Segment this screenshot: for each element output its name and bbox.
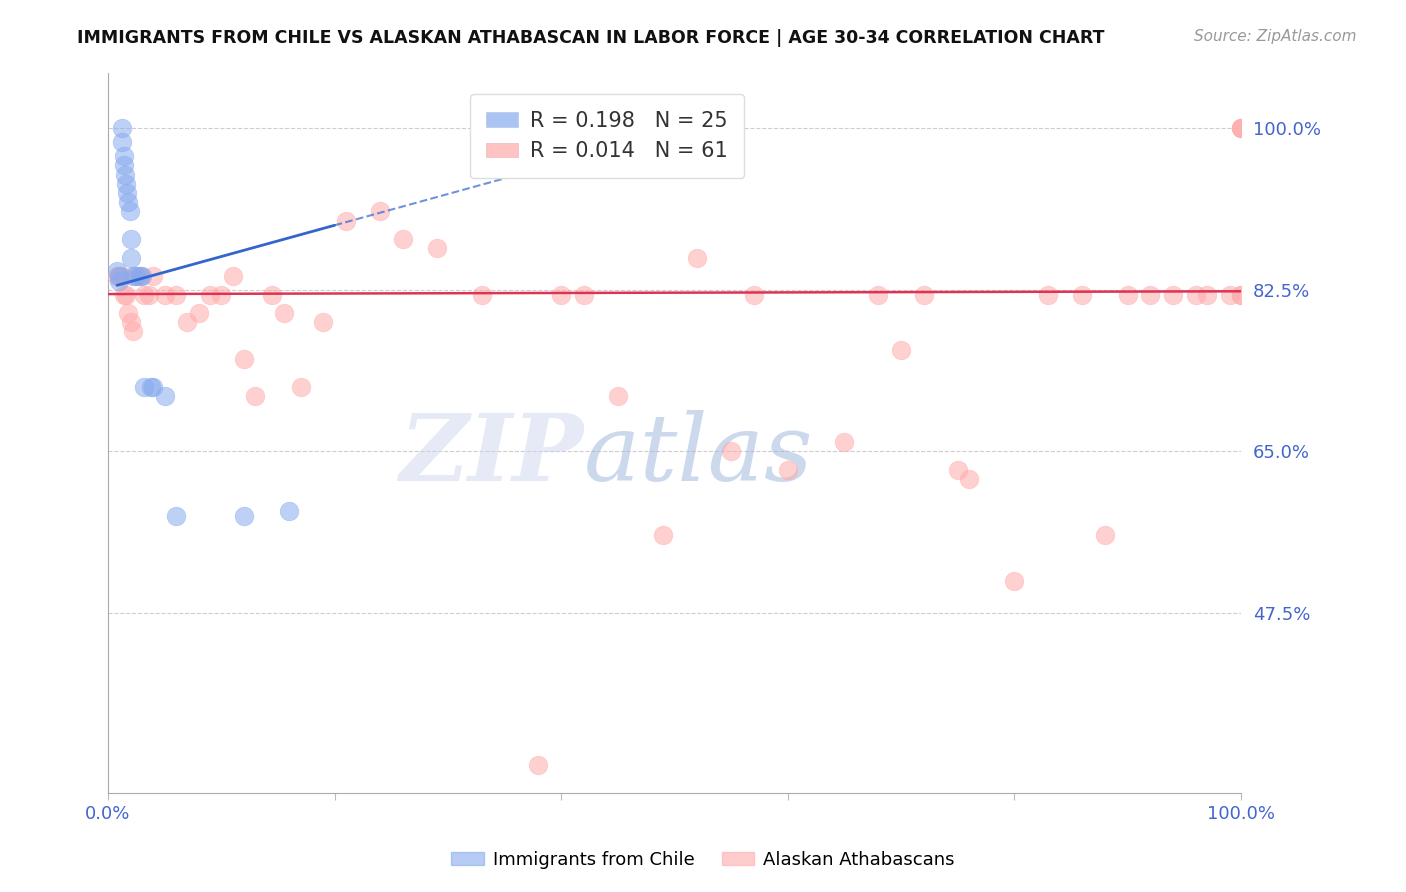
Text: atlas: atlas	[583, 409, 813, 500]
Point	[105, 268, 128, 283]
Point	[1230, 121, 1253, 136]
Point	[1071, 287, 1094, 301]
Text: Source: ZipAtlas.com: Source: ZipAtlas.com	[1194, 29, 1357, 44]
Point	[912, 287, 935, 301]
Point	[108, 274, 131, 288]
Point	[527, 758, 550, 772]
Point	[110, 121, 132, 136]
Point	[1219, 287, 1241, 301]
Point	[720, 444, 742, 458]
Point	[946, 463, 969, 477]
Legend: R = 0.198   N = 25, R = 0.014   N = 61: R = 0.198 N = 25, R = 0.014 N = 61	[470, 95, 744, 178]
Point	[606, 389, 628, 403]
Point	[122, 268, 145, 283]
Point	[112, 158, 135, 172]
Point	[198, 287, 221, 301]
Point	[1230, 121, 1253, 136]
Point	[110, 268, 132, 283]
Point	[187, 306, 209, 320]
Point	[128, 268, 150, 283]
Point	[1230, 121, 1253, 136]
Text: ZIP: ZIP	[399, 409, 583, 500]
Point	[1195, 287, 1218, 301]
Point	[139, 380, 162, 394]
Point	[112, 149, 135, 163]
Text: IMMIGRANTS FROM CHILE VS ALASKAN ATHABASCAN IN LABOR FORCE | AGE 30-34 CORRELATI: IMMIGRANTS FROM CHILE VS ALASKAN ATHABAS…	[77, 29, 1105, 46]
Point	[425, 241, 447, 255]
Point	[118, 204, 141, 219]
Point	[232, 509, 254, 524]
Point	[550, 287, 572, 301]
Point	[686, 251, 709, 265]
Legend: Immigrants from Chile, Alaskan Athabascans: Immigrants from Chile, Alaskan Athabasca…	[444, 844, 962, 876]
Point	[120, 232, 142, 246]
Point	[868, 287, 890, 301]
Point	[142, 268, 165, 283]
Point	[245, 389, 267, 403]
Point	[262, 287, 284, 301]
Point	[1002, 574, 1025, 588]
Point	[153, 287, 176, 301]
Point	[165, 287, 187, 301]
Point	[776, 463, 799, 477]
Point	[138, 287, 160, 301]
Point	[153, 389, 176, 403]
Point	[165, 509, 187, 524]
Point	[1230, 287, 1253, 301]
Point	[368, 204, 391, 219]
Point	[572, 287, 595, 301]
Point	[471, 287, 494, 301]
Point	[278, 504, 301, 518]
Point	[335, 213, 357, 227]
Point	[1116, 287, 1139, 301]
Point	[742, 287, 765, 301]
Point	[108, 268, 131, 283]
Point	[209, 287, 232, 301]
Point	[117, 195, 139, 210]
Point	[1184, 287, 1206, 301]
Point	[131, 268, 153, 283]
Point	[125, 268, 148, 283]
Point	[117, 306, 139, 320]
Point	[110, 135, 132, 149]
Point	[312, 315, 335, 329]
Point	[134, 287, 156, 301]
Point	[120, 315, 142, 329]
Point	[652, 527, 675, 541]
Point	[134, 380, 156, 394]
Point	[112, 287, 135, 301]
Point	[128, 268, 150, 283]
Point	[1139, 287, 1161, 301]
Point	[391, 232, 413, 246]
Point	[957, 472, 980, 486]
Point	[1038, 287, 1060, 301]
Point	[114, 168, 136, 182]
Point	[232, 352, 254, 367]
Point	[176, 315, 198, 329]
Point	[115, 287, 138, 301]
Point	[142, 380, 165, 394]
Point	[1094, 527, 1116, 541]
Point	[1230, 287, 1253, 301]
Point	[120, 251, 142, 265]
Point	[115, 177, 138, 191]
Point	[273, 306, 295, 320]
Point	[117, 186, 139, 200]
Point	[221, 268, 243, 283]
Point	[834, 435, 856, 450]
Point	[1161, 287, 1184, 301]
Point	[125, 268, 148, 283]
Point	[108, 268, 131, 283]
Point	[122, 325, 145, 339]
Point	[890, 343, 912, 357]
Point	[105, 264, 128, 278]
Point	[290, 380, 312, 394]
